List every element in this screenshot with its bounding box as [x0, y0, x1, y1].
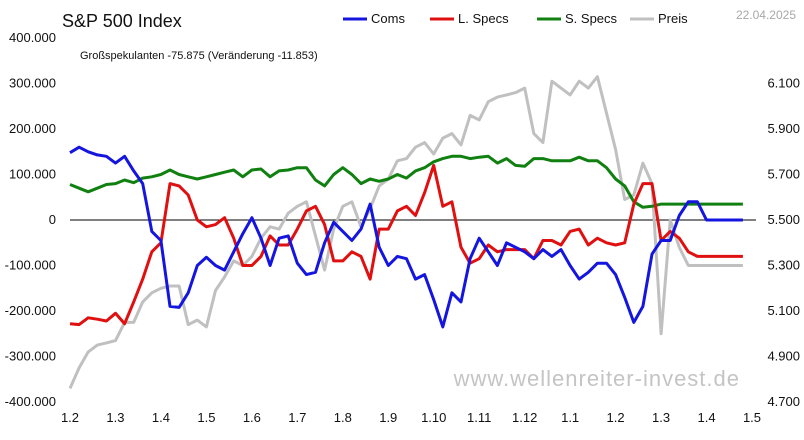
legend-label: Preis	[658, 11, 688, 26]
chart-annotation: Großspekulanten -75.875 (Veränderung -11…	[80, 50, 318, 62]
x-tick-label: 1.5	[197, 410, 215, 425]
right-tick-label: 5.100	[767, 303, 800, 318]
series-line-s-specs	[69, 154, 743, 209]
watermark: www.wellenreiter-invest.de	[453, 366, 740, 391]
series-line-l-specs	[69, 163, 743, 327]
chart-title: S&P 500 Index	[62, 11, 182, 31]
x-tick-label: 1.7	[288, 410, 306, 425]
legend-label: S. Specs	[565, 11, 618, 26]
x-tick-label: 1.2	[607, 410, 625, 425]
x-tick-label: 1.2	[61, 410, 79, 425]
left-tick-label: 400.000	[9, 30, 56, 45]
series-line-preis	[68, 75, 743, 390]
left-axis: 400.000 300.000 200.000 100.000 0 -100.000 -20…	[5, 30, 56, 409]
left-tick-label: 100.000	[9, 167, 56, 182]
legend-label: L. Specs	[458, 11, 509, 26]
series-line-coms	[69, 145, 743, 329]
right-tick-label: 4.900	[767, 349, 800, 364]
left-tick-label: -400.000	[5, 394, 56, 409]
x-tick-label: 1.10	[421, 410, 446, 425]
x-tick-label: 1.1	[561, 410, 579, 425]
x-tick-label: 1.9	[379, 410, 397, 425]
x-tick-label: 1.6	[243, 410, 261, 425]
right-tick-label: 5.700	[767, 167, 800, 182]
legend-label: Coms	[371, 11, 405, 26]
left-tick-label: -200.000	[5, 303, 56, 318]
left-tick-label: 0	[49, 212, 56, 227]
x-tick-label: 1.3	[652, 410, 670, 425]
x-tick-label: 1.4	[152, 410, 170, 425]
right-tick-label: 5.500	[767, 212, 800, 227]
x-tick-label: 1.11	[467, 410, 491, 425]
right-tick-label: 4.700	[767, 394, 800, 409]
right-tick-label: 5.900	[767, 121, 800, 136]
right-tick-label: 6.100	[767, 76, 800, 91]
right-axis: 6.100 5.900 5.700 5.500 5.300 5.100 4.900 4.700	[767, 76, 800, 410]
legend: Coms L. Specs S. Specs Preis	[343, 11, 688, 26]
left-tick-label: -300.000	[5, 349, 56, 364]
x-tick-label: 1.4	[697, 410, 715, 425]
left-tick-label: -100.000	[5, 258, 56, 273]
x-tick-label: 1.3	[106, 410, 124, 425]
x-tick-label: 1.5	[743, 410, 761, 425]
x-tick-label: 1.12	[512, 410, 537, 425]
chart-date: 22.04.2025	[736, 8, 796, 22]
left-tick-label: 300.000	[9, 76, 56, 91]
x-tick-label: 1.8	[334, 410, 352, 425]
series-layer	[68, 75, 743, 390]
right-tick-label: 5.300	[767, 258, 800, 273]
left-tick-label: 200.000	[9, 121, 56, 136]
x-axis: 1.2 1.3 1.4 1.5 1.6 1.7 1.8 1.9 1.10 1.11 1.12 1.1 1…	[61, 410, 761, 425]
